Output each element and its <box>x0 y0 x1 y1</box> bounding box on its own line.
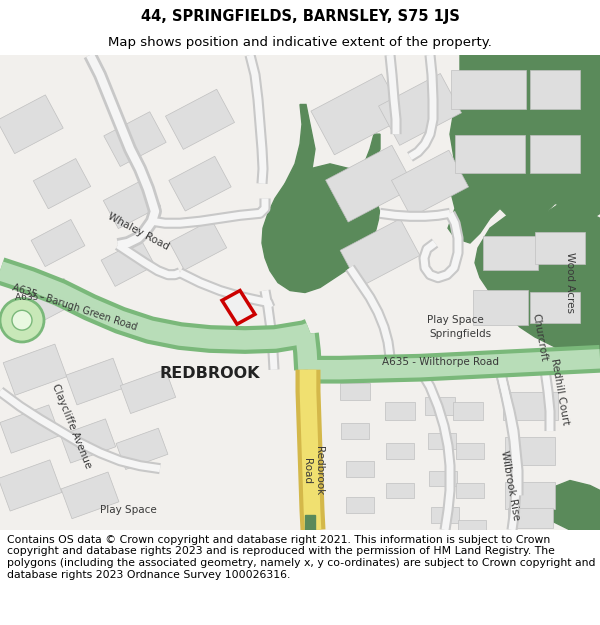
Bar <box>121 369 176 414</box>
Bar <box>505 437 555 465</box>
Bar <box>346 498 374 513</box>
Polygon shape <box>222 291 255 324</box>
Bar <box>31 219 85 267</box>
Bar <box>428 433 456 449</box>
Bar <box>456 482 484 498</box>
Bar <box>386 482 414 498</box>
Bar <box>0 460 62 511</box>
Bar <box>505 481 555 509</box>
Bar <box>473 290 527 324</box>
Text: Springfields: Springfields <box>429 329 491 339</box>
Bar <box>482 236 538 270</box>
Text: Wood Acres: Wood Acres <box>565 252 575 313</box>
Bar <box>3 344 67 395</box>
Bar <box>27 278 77 322</box>
Polygon shape <box>475 204 600 362</box>
Bar <box>458 520 486 536</box>
Text: Wilbrook Rise: Wilbrook Rise <box>499 450 521 521</box>
Polygon shape <box>262 164 380 292</box>
Bar <box>166 89 235 149</box>
Text: Play Space: Play Space <box>427 315 484 325</box>
Bar <box>326 145 415 222</box>
Bar <box>104 112 166 166</box>
Text: Redhill Court: Redhill Court <box>549 357 571 426</box>
Bar <box>455 135 525 172</box>
Bar <box>429 471 457 486</box>
Bar <box>169 220 227 270</box>
Bar <box>116 428 168 469</box>
Bar <box>340 382 370 401</box>
Text: REDBROOK: REDBROOK <box>160 366 260 381</box>
Text: A635 -: A635 - <box>15 293 44 302</box>
Polygon shape <box>540 481 600 530</box>
Bar <box>61 472 119 519</box>
Bar <box>66 358 124 405</box>
Bar <box>169 156 231 211</box>
Bar <box>103 178 161 229</box>
Bar <box>0 405 60 453</box>
Circle shape <box>0 299 44 342</box>
Bar <box>386 443 414 459</box>
Text: Contains OS data © Crown copyright and database right 2021. This information is : Contains OS data © Crown copyright and d… <box>7 535 596 579</box>
Text: Whaley Road: Whaley Road <box>106 211 170 251</box>
Bar <box>340 219 420 287</box>
Text: Churcroft: Churcroft <box>531 312 549 362</box>
Bar <box>530 135 580 172</box>
Bar <box>530 70 580 109</box>
Bar <box>456 443 484 459</box>
Bar <box>346 461 374 477</box>
Polygon shape <box>285 104 315 184</box>
Text: Claycliffe Avenue: Claycliffe Avenue <box>50 382 94 470</box>
Bar <box>431 508 459 523</box>
Bar <box>311 74 405 155</box>
Bar <box>379 74 461 146</box>
Bar <box>341 423 369 439</box>
Bar <box>61 419 116 463</box>
Text: Play Space: Play Space <box>100 505 157 515</box>
Bar <box>391 150 469 217</box>
Bar <box>425 398 455 415</box>
Bar <box>530 291 580 323</box>
Polygon shape <box>345 134 380 194</box>
Bar <box>0 95 63 154</box>
Bar <box>535 232 585 264</box>
Text: Redbrook
Road: Redbrook Road <box>302 446 324 495</box>
Bar <box>451 70 526 109</box>
Bar <box>101 239 155 286</box>
Polygon shape <box>448 55 600 243</box>
Polygon shape <box>570 55 600 84</box>
Bar <box>385 402 415 420</box>
Bar <box>453 402 483 420</box>
Text: Map shows position and indicative extent of the property.: Map shows position and indicative extent… <box>108 36 492 49</box>
Text: A635 - Wilthorpe Road: A635 - Wilthorpe Road <box>382 357 499 367</box>
Bar <box>508 508 553 528</box>
Polygon shape <box>305 515 315 530</box>
Bar <box>503 392 557 420</box>
Bar <box>33 159 91 209</box>
Circle shape <box>12 311 32 330</box>
Text: 44, SPRINGFIELDS, BARNSLEY, S75 1JS: 44, SPRINGFIELDS, BARNSLEY, S75 1JS <box>140 9 460 24</box>
Text: A635 - Barugh Green Road: A635 - Barugh Green Road <box>11 282 139 332</box>
